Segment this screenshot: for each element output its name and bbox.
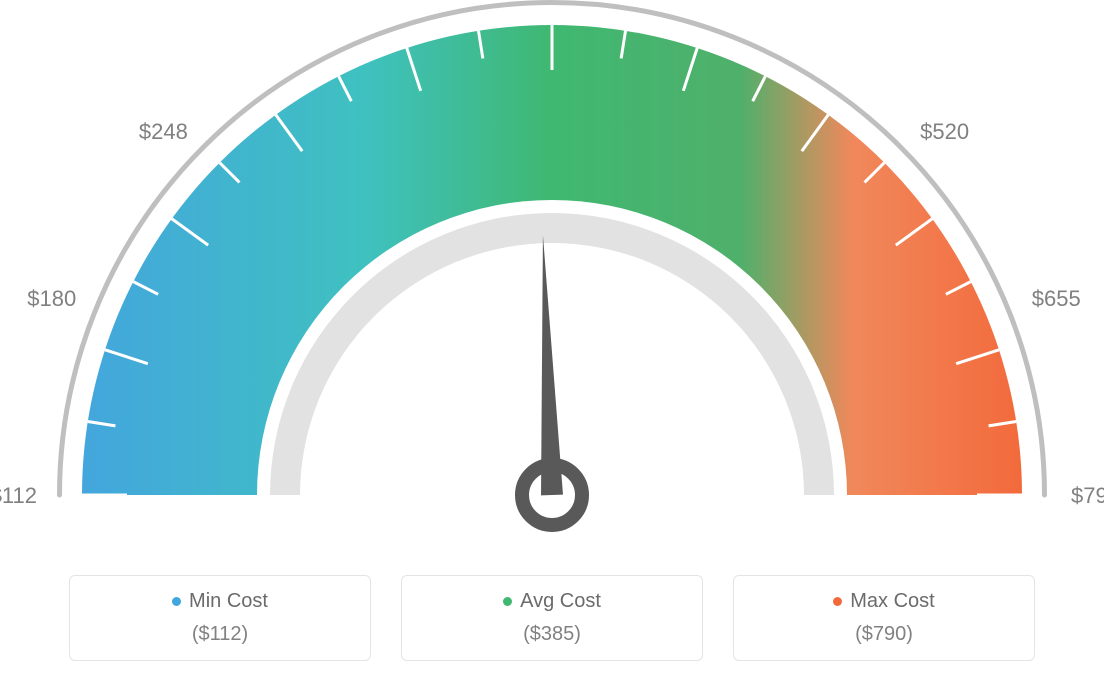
legend-title-max: Max Cost (833, 590, 934, 613)
dot-icon (833, 597, 842, 606)
cost-gauge-chart: { "gauge": { "type": "gauge", "cx": 552,… (0, 0, 1104, 690)
tick-label: $655 (1032, 286, 1102, 312)
tick-label: $520 (920, 119, 990, 145)
legend-row: Min Cost ($112) Avg Cost ($385) Max Cost… (0, 575, 1104, 661)
legend-title-text: Max Cost (850, 590, 934, 613)
legend-title-min: Min Cost (172, 590, 268, 613)
dot-icon (503, 597, 512, 606)
dot-icon (172, 597, 181, 606)
legend-title-text: Avg Cost (520, 590, 601, 613)
legend-box-max: Max Cost ($790) (733, 575, 1035, 661)
legend-title-text: Min Cost (189, 590, 268, 613)
tick-label: $180 (6, 286, 76, 312)
legend-box-avg: Avg Cost ($385) (401, 575, 703, 661)
gauge-svg (0, 0, 1104, 560)
legend-box-min: Min Cost ($112) (69, 575, 371, 661)
legend-value-avg: ($385) (402, 623, 702, 646)
legend-value-min: ($112) (70, 623, 370, 646)
tick-label: $112 (0, 483, 37, 509)
legend-value-max: ($790) (734, 623, 1034, 646)
tick-label: $790 (1071, 483, 1104, 509)
tick-label: $248 (118, 119, 188, 145)
legend-title-avg: Avg Cost (503, 590, 601, 613)
